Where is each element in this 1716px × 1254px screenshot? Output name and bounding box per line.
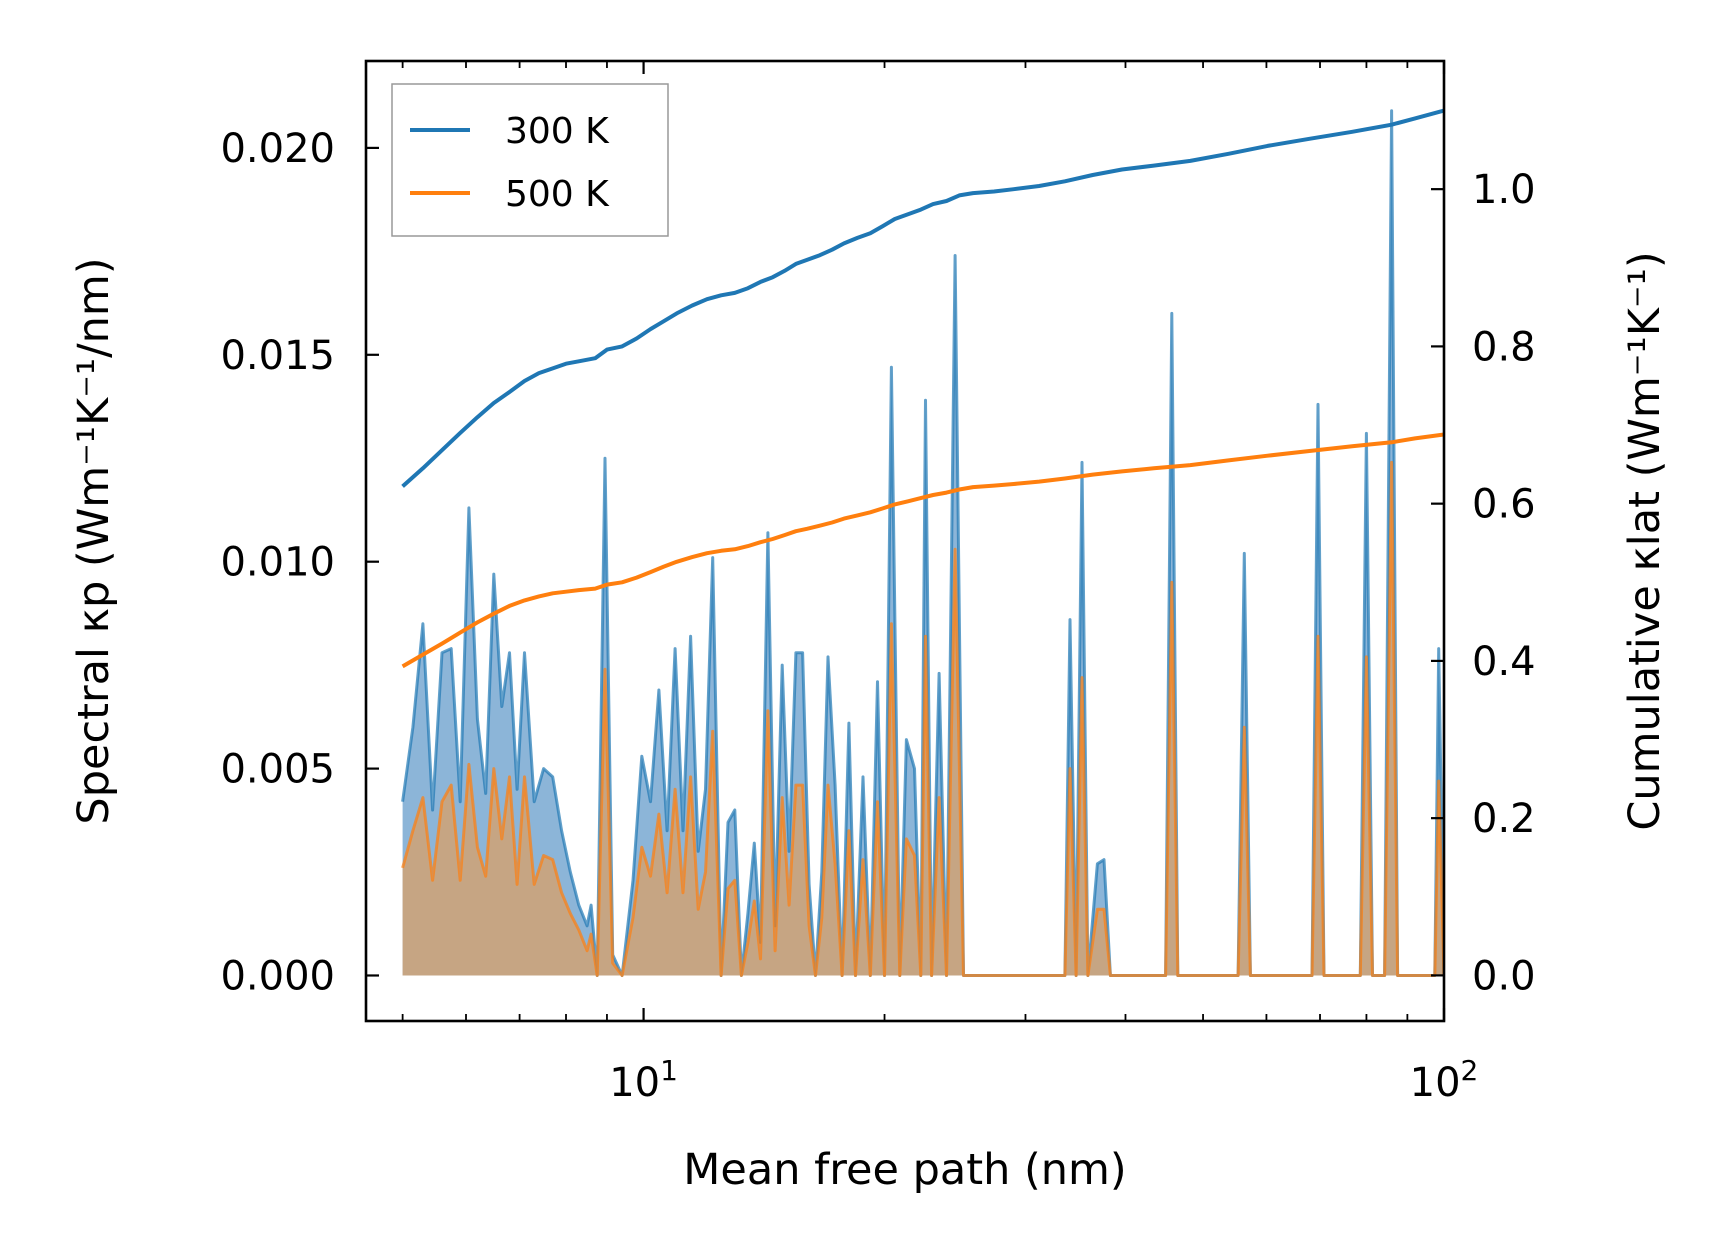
y-left-tick-label: 0.005 (220, 747, 335, 793)
plot-area (401, 108, 1444, 977)
y-left-tick-label: 0.000 (220, 953, 335, 999)
y-left-tick-label: 0.010 (220, 540, 335, 586)
x-tick-label-exponent: 1 (660, 1054, 678, 1087)
y-left-tick-label: 0.020 (220, 126, 335, 172)
x-axis-label: Mean free path (nm) (683, 1145, 1126, 1195)
x-tick-label-base: 10 (609, 1060, 660, 1106)
y-left-tick-label: 0.015 (220, 333, 335, 379)
y-right-tick-label: 0.4 (1472, 639, 1536, 685)
legend-label-300k: 300 K (505, 111, 610, 152)
x-tick-label: 102 (1410, 1054, 1479, 1106)
y-right-tick-label: 0.2 (1472, 796, 1536, 842)
x-tick-label-exponent: 2 (1461, 1054, 1479, 1087)
y-right-tick-label: 0.0 (1472, 953, 1536, 999)
y-axis-left-label: Spectral κp (Wm⁻¹K⁻¹/nm) (69, 257, 119, 824)
y-right-tick-label: 0.8 (1472, 324, 1536, 370)
spectral-line-300k (401, 109, 1444, 977)
y-right-tick-label: 0.6 (1472, 482, 1536, 528)
spectral-line-500k (401, 460, 1444, 977)
axis-ticks (366, 61, 1446, 1021)
cumulative-line-500k (401, 432, 1444, 669)
legend-label-500k: 500 K (505, 174, 610, 215)
x-tick-label-base: 10 (1410, 1060, 1461, 1106)
y-axis-right-label: Cumulative κlat (Wm⁻¹K⁻¹) (1620, 251, 1670, 830)
tick-labels: 0.000 0.005 0.010 0.015 0.020 0.0 0.2 0.4 0.6 0.8… (220, 126, 1535, 1106)
cumulative-line-300k (401, 108, 1444, 488)
legend-box (391, 83, 669, 237)
x-tick-label: 101 (609, 1054, 678, 1106)
axes-frame (364, 59, 1446, 1023)
data-lines (401, 108, 1444, 669)
y-right-tick-label: 1.0 (1472, 167, 1536, 213)
spectral-fills (401, 109, 1444, 977)
legend: 300 K 500 K (391, 83, 669, 237)
